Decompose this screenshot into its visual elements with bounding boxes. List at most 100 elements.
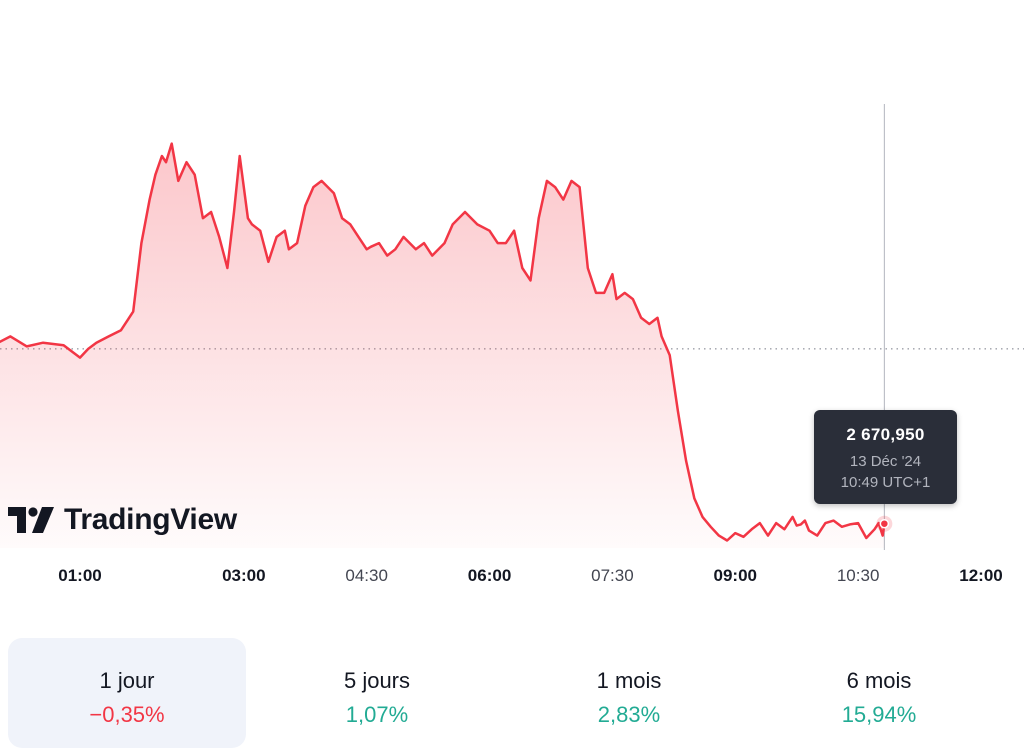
period-tab[interactable]: 5 jours 1,07% xyxy=(258,638,496,748)
price-point xyxy=(209,210,213,214)
price-point xyxy=(668,353,672,357)
price-point xyxy=(504,241,508,245)
price-point xyxy=(365,247,369,251)
price-point xyxy=(25,344,29,348)
price-point xyxy=(283,229,287,233)
price-point xyxy=(232,210,236,214)
price-point xyxy=(610,272,614,276)
price-point xyxy=(684,459,688,463)
price-point xyxy=(488,229,492,233)
price-point xyxy=(170,142,174,146)
price-line-series xyxy=(0,142,886,542)
price-point xyxy=(750,527,754,531)
tradingview-logo[interactable]: TradingView xyxy=(8,500,237,540)
x-tick-label: 03:00 xyxy=(222,566,266,585)
price-point xyxy=(164,160,168,164)
x-tick-label: 09:00 xyxy=(713,566,758,585)
price-point xyxy=(512,229,516,233)
period-selector: 1 jour −0,35% 5 jours 1,07% 1 mois 2,83% 6 moi… xyxy=(0,632,1024,755)
price-point xyxy=(311,185,315,189)
price-point xyxy=(176,179,180,183)
price-point xyxy=(807,529,811,533)
period-label: 5 jours xyxy=(343,668,411,693)
price-point xyxy=(795,524,799,528)
price-point xyxy=(873,527,877,531)
price-point xyxy=(570,179,574,183)
x-tick-label: 10:30 xyxy=(836,566,880,585)
period-change: 1,07% xyxy=(345,702,409,727)
price-point xyxy=(656,316,660,320)
price-point xyxy=(475,222,479,226)
price-point xyxy=(864,536,868,540)
price-point xyxy=(848,522,852,526)
price-point xyxy=(717,534,721,538)
price-point xyxy=(832,519,836,523)
period-tab[interactable]: 1 jour −0,35% xyxy=(8,638,246,748)
tooltip-time: 10:49 UTC+1 xyxy=(840,474,931,491)
price-point xyxy=(692,496,696,500)
price-point xyxy=(402,235,406,239)
tooltip-price: 2 670,950 xyxy=(846,425,925,444)
price-point xyxy=(660,334,664,338)
price-point xyxy=(201,216,205,220)
price-point xyxy=(823,521,827,525)
tradingview-wordmark: TradingView xyxy=(64,503,237,536)
price-point xyxy=(295,241,299,245)
price-point xyxy=(766,534,770,538)
tradingview-logo-icon xyxy=(8,507,54,533)
price-point xyxy=(815,534,819,538)
price-point xyxy=(225,266,229,270)
price-point xyxy=(840,525,844,529)
price-point xyxy=(139,241,143,245)
current-price-marker xyxy=(879,518,890,529)
price-area-fill xyxy=(0,143,885,548)
period-label: 1 jour xyxy=(99,668,155,693)
x-tick-label: 12:00 xyxy=(959,566,1003,585)
period-tab[interactable]: 6 mois 15,94% xyxy=(760,638,998,748)
price-point xyxy=(803,519,807,523)
x-tick-label: 04:30 xyxy=(345,566,388,585)
price-point xyxy=(856,521,860,525)
price-point xyxy=(94,341,98,345)
price-point xyxy=(529,278,533,282)
period-label: 1 mois xyxy=(596,668,662,693)
price-point xyxy=(791,515,795,519)
price-point xyxy=(86,347,90,351)
price-point xyxy=(266,260,270,264)
price-chart[interactable]: 01:00 03:00 04:30 06:00 07:30 09:00 10:30 12:00… xyxy=(0,0,1024,600)
price-point xyxy=(160,154,164,158)
price-point xyxy=(742,535,746,539)
price-point xyxy=(258,229,262,233)
price-point xyxy=(78,356,82,360)
price-point xyxy=(639,316,643,320)
price-point xyxy=(758,521,762,525)
price-point xyxy=(303,204,307,208)
price-point xyxy=(217,235,221,239)
price-point xyxy=(385,254,389,258)
price-point xyxy=(320,179,324,183)
price-point xyxy=(153,173,157,177)
price-point xyxy=(246,216,250,220)
price-point xyxy=(787,521,791,525)
price-point xyxy=(676,409,680,413)
price-point xyxy=(340,216,344,220)
price-point xyxy=(119,328,123,332)
price-point xyxy=(414,247,418,251)
tooltip-date: 13 Déc '24 xyxy=(849,453,922,470)
period-change: −0,35% xyxy=(89,702,165,727)
price-point xyxy=(377,241,381,245)
price-point xyxy=(430,254,434,258)
price-point xyxy=(496,241,500,245)
period-tab[interactable]: 1 mois 2,83% xyxy=(510,638,748,748)
price-chart-svg[interactable] xyxy=(0,0,1024,600)
price-point xyxy=(520,266,524,270)
x-tick-label: 07:30 xyxy=(591,566,634,585)
price-point xyxy=(799,522,803,526)
price-point xyxy=(463,210,467,214)
period-change: 15,94% xyxy=(841,702,917,727)
price-point xyxy=(594,291,598,295)
price-point xyxy=(393,247,397,251)
price-point xyxy=(287,247,291,251)
price-point xyxy=(537,216,541,220)
price-point xyxy=(357,235,361,239)
